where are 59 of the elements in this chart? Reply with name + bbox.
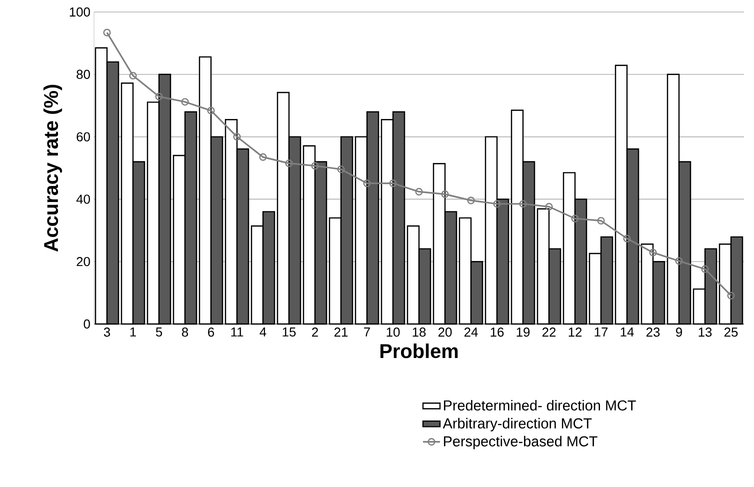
x-tick-label: 24 [464, 328, 478, 337]
x-tick-label: 14 [620, 328, 634, 336]
x-tick-label: 4 [260, 328, 266, 336]
point [155, 92, 163, 100]
y-tick-label: 40 [76, 194, 90, 204]
point [545, 202, 553, 210]
point [389, 180, 397, 188]
x-tick-label: 8 [182, 328, 188, 337]
point [285, 160, 293, 168]
point [311, 162, 319, 170]
point [597, 216, 605, 225]
x-tick-label: 15 [282, 328, 296, 337]
point [415, 188, 423, 196]
point [571, 214, 579, 222]
y-tick-label: 60 [76, 132, 90, 142]
x-tick-label: 11 [231, 328, 244, 336]
point [259, 153, 267, 161]
x-tick-label: 19 [516, 328, 530, 337]
point [467, 196, 475, 204]
legend-label: Arbitrary-direction MCT [442, 418, 592, 432]
x-tick-label: 7 [364, 328, 370, 336]
x-tick-label: 16 [490, 328, 504, 337]
x-tick-label: 21 [334, 328, 348, 337]
point [181, 98, 189, 106]
x-tick-label: 17 [594, 328, 608, 336]
x-tick-label: 5 [156, 328, 162, 337]
point [623, 234, 631, 242]
x-tick-label: 18 [412, 328, 426, 337]
x-tick-label: 20 [438, 328, 452, 337]
x-tick-label: 6 [208, 328, 214, 337]
x-tick-label: 3 [104, 328, 110, 337]
point [519, 200, 527, 208]
x-tick-label: 25 [724, 328, 738, 337]
y-tick-label: 20 [76, 257, 90, 266]
legend-label: Perspective-based MCT [444, 436, 598, 450]
point [363, 180, 371, 188]
point [649, 248, 657, 256]
x-tick-label: 2 [312, 328, 318, 337]
point [337, 165, 345, 174]
point [441, 190, 449, 198]
x-tick-label: 9 [676, 328, 682, 337]
y-tick-label: 100 [70, 7, 90, 17]
x-tick-label: 23 [646, 328, 660, 337]
point [233, 133, 241, 141]
point [129, 72, 137, 80]
y-tick-label: 0 [84, 319, 90, 329]
x-tick-label: 22 [542, 328, 556, 337]
x-tick-label: 10 [386, 328, 400, 337]
y-axis-title: Accuracy rate (%) [43, 84, 62, 252]
x-tick-label: 1 [130, 328, 136, 336]
point [493, 200, 501, 208]
y-tick-label: 80 [76, 70, 90, 79]
x-tick-label: 12 [568, 328, 582, 337]
point [675, 257, 683, 265]
point [207, 106, 215, 114]
point [701, 265, 709, 273]
x-axis-title: Problem [380, 344, 458, 358]
legend-label: Predetermined- direction MCT [444, 400, 636, 411]
x-tick-label: 13 [698, 328, 712, 337]
